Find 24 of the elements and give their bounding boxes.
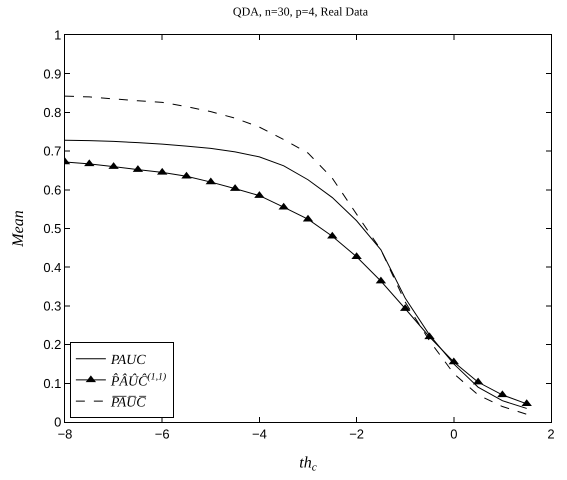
point bbox=[157, 168, 168, 175]
x-axis-title: th$_{c}$ bbox=[299, 454, 317, 474]
x-tick-label: 0 bbox=[450, 426, 458, 442]
y-tick-label: 0.4 bbox=[43, 260, 62, 275]
y-tick-label: 0.9 bbox=[43, 66, 62, 82]
y-tick-label: 0.7 bbox=[43, 144, 62, 159]
x-tick-label: −2 bbox=[349, 426, 364, 442]
y-axis-title: Mean bbox=[10, 210, 28, 248]
point bbox=[522, 399, 532, 406]
y-tick-label: 0.3 bbox=[43, 298, 62, 314]
y-tick-label: 0.8 bbox=[43, 104, 62, 120]
x-tick-label: −4 bbox=[252, 426, 267, 442]
x-tick-label: −6 bbox=[154, 426, 170, 442]
y-tick-label: 0.5 bbox=[43, 221, 62, 236]
legend-label: P̂ÂÛĈ$^{(1,1)}$ bbox=[110, 372, 166, 390]
y-tick-label: 0.1 bbox=[43, 376, 62, 391]
y-tick-label: 1 bbox=[54, 28, 62, 43]
chart-title: QDA, n=30, p=4, Real Data bbox=[232, 4, 369, 19]
y-tick-label: 0.6 bbox=[43, 182, 62, 198]
y-tick-label: 0.2 bbox=[43, 337, 62, 352]
legend-label: P̅A̅U̅C̅ bbox=[110, 396, 147, 411]
x-tick-label: 2 bbox=[547, 426, 555, 442]
point bbox=[84, 159, 94, 166]
legend-label: PAUC bbox=[110, 353, 146, 368]
